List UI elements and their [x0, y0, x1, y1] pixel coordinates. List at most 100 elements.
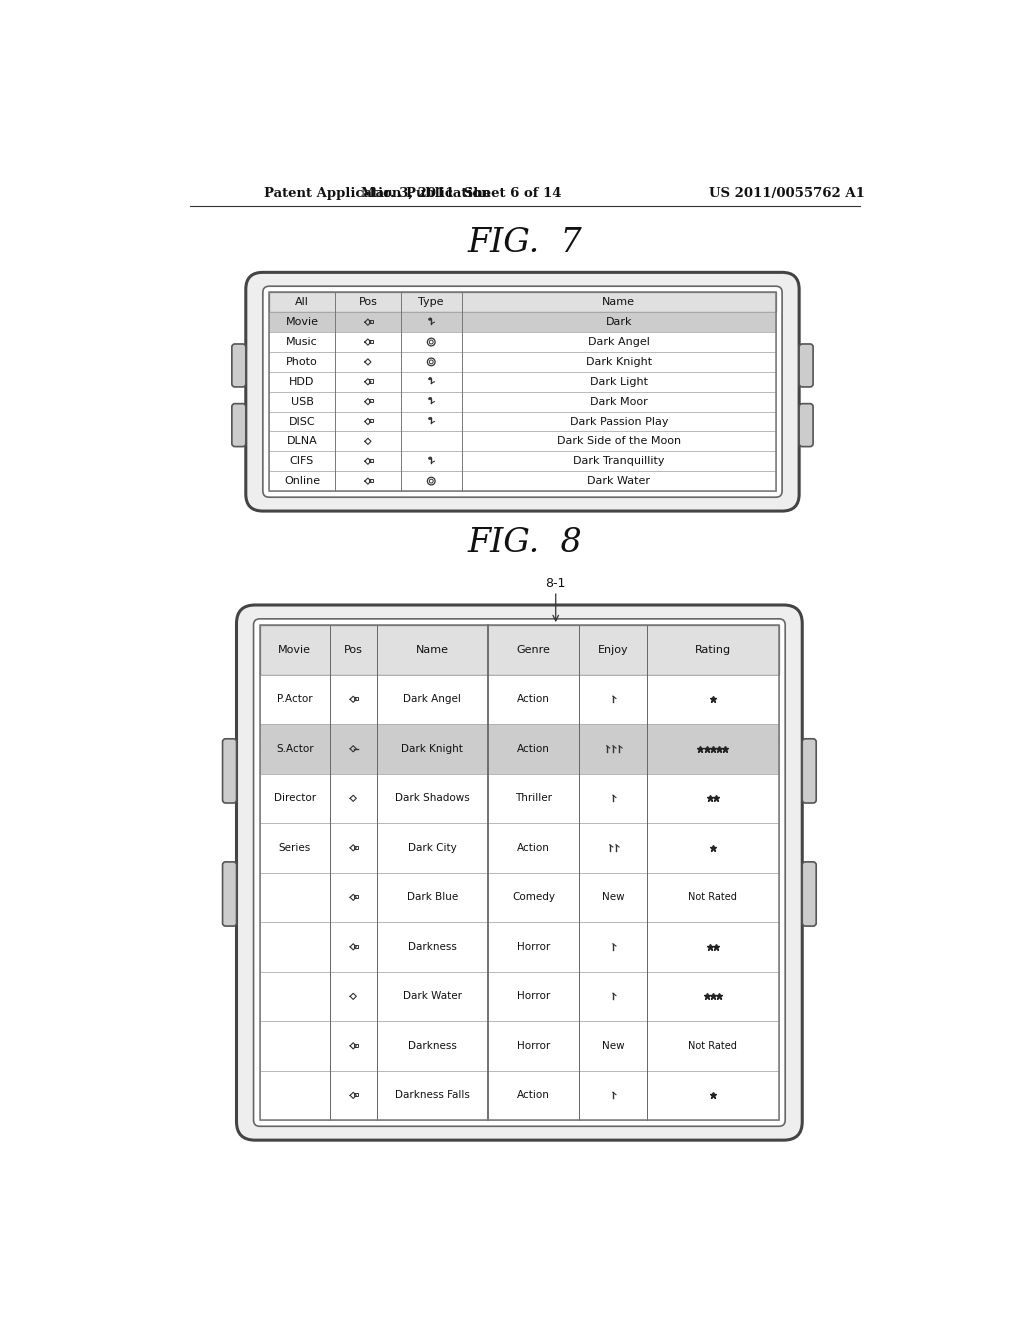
Text: Comedy: Comedy — [512, 892, 555, 903]
Text: S.Actor: S.Actor — [276, 743, 313, 754]
Bar — [369, 319, 373, 323]
FancyBboxPatch shape — [799, 345, 813, 387]
Ellipse shape — [429, 378, 431, 380]
Text: Action: Action — [517, 743, 550, 754]
Text: Action: Action — [517, 694, 550, 705]
Bar — [269, 293, 776, 491]
FancyBboxPatch shape — [222, 862, 237, 927]
Bar — [260, 923, 779, 972]
FancyBboxPatch shape — [222, 739, 237, 803]
Text: CIFS: CIFS — [290, 457, 314, 466]
Text: New: New — [601, 1041, 625, 1051]
Text: Dark Passion Play: Dark Passion Play — [569, 417, 668, 426]
Text: Dark Knight: Dark Knight — [401, 743, 463, 754]
Text: Action: Action — [517, 1090, 550, 1101]
FancyBboxPatch shape — [231, 345, 246, 387]
FancyBboxPatch shape — [799, 404, 813, 446]
Ellipse shape — [429, 397, 431, 400]
Text: Genre: Genre — [517, 644, 551, 655]
Bar — [369, 379, 373, 383]
Text: Patent Application Publication: Patent Application Publication — [263, 186, 490, 199]
Text: Enjoy: Enjoy — [598, 644, 628, 655]
Text: Dark Side of the Moon: Dark Side of the Moon — [557, 437, 681, 446]
Text: Movie: Movie — [286, 317, 318, 327]
Bar — [260, 1071, 779, 1121]
Text: USB: USB — [291, 396, 313, 407]
Text: P.Actor: P.Actor — [276, 694, 312, 705]
Bar — [269, 293, 776, 491]
Bar — [369, 339, 373, 343]
Bar — [269, 333, 776, 352]
Text: All: All — [295, 297, 309, 308]
Text: Horror: Horror — [517, 991, 550, 1002]
Text: 8-1: 8-1 — [546, 577, 566, 590]
Bar — [354, 846, 357, 849]
Bar — [354, 895, 357, 898]
Text: Action: Action — [517, 842, 550, 853]
Text: Dark Moor: Dark Moor — [590, 396, 647, 407]
Bar — [260, 824, 779, 873]
Text: Series: Series — [279, 842, 311, 853]
Text: Dark Shadows: Dark Shadows — [395, 793, 470, 804]
Text: FIG.  7: FIG. 7 — [467, 227, 583, 259]
Bar — [260, 626, 779, 1121]
Text: Dark: Dark — [605, 317, 632, 327]
Text: Mar. 3, 2011  Sheet 6 of 14: Mar. 3, 2011 Sheet 6 of 14 — [361, 186, 561, 199]
Text: Dark Angel: Dark Angel — [403, 694, 462, 705]
Text: Dark Angel: Dark Angel — [588, 337, 649, 347]
Text: Online: Online — [284, 477, 321, 486]
Text: Thriller: Thriller — [515, 793, 552, 804]
Bar — [269, 372, 776, 392]
Bar — [269, 412, 776, 432]
Text: Dark Light: Dark Light — [590, 376, 648, 387]
Text: Horror: Horror — [517, 942, 550, 952]
Bar — [269, 352, 776, 372]
Bar — [269, 471, 776, 491]
Bar — [269, 313, 776, 333]
FancyBboxPatch shape — [237, 605, 802, 1140]
Text: New: New — [601, 892, 625, 903]
Bar — [260, 675, 779, 725]
Bar — [260, 1022, 779, 1071]
FancyBboxPatch shape — [246, 272, 799, 511]
Text: Photo: Photo — [286, 356, 317, 367]
Bar — [354, 945, 357, 948]
Text: Dark Knight: Dark Knight — [586, 356, 652, 367]
Text: Type: Type — [419, 297, 444, 308]
Text: US 2011/0055762 A1: US 2011/0055762 A1 — [710, 186, 865, 199]
Text: Not Rated: Not Rated — [688, 892, 737, 903]
Text: Dark Water: Dark Water — [402, 991, 462, 1002]
Bar — [369, 459, 373, 462]
Text: Dark Water: Dark Water — [588, 477, 650, 486]
Bar — [260, 873, 779, 923]
Text: Darkness Falls: Darkness Falls — [395, 1090, 470, 1101]
Text: Not Rated: Not Rated — [688, 1041, 737, 1051]
Text: Pos: Pos — [358, 297, 377, 308]
Text: Horror: Horror — [517, 1041, 550, 1051]
Bar — [269, 432, 776, 451]
Ellipse shape — [429, 417, 431, 420]
Bar — [369, 479, 373, 482]
Text: Music: Music — [286, 337, 317, 347]
Text: Darkness: Darkness — [408, 942, 457, 952]
Text: Rating: Rating — [694, 644, 731, 655]
Bar — [369, 420, 373, 422]
FancyBboxPatch shape — [802, 862, 816, 927]
Bar — [354, 1044, 357, 1047]
FancyBboxPatch shape — [231, 404, 246, 446]
Bar — [260, 774, 779, 824]
Bar — [269, 451, 776, 471]
Text: Movie: Movie — [279, 644, 311, 655]
Bar — [354, 1093, 357, 1096]
Bar — [260, 626, 779, 1121]
Bar — [354, 697, 357, 700]
Text: Pos: Pos — [344, 644, 362, 655]
Text: FIG.  8: FIG. 8 — [467, 528, 583, 560]
Text: HDD: HDD — [290, 376, 314, 387]
Bar — [260, 626, 779, 675]
Text: DLNA: DLNA — [287, 437, 317, 446]
FancyBboxPatch shape — [263, 286, 782, 498]
Text: Darkness: Darkness — [408, 1041, 457, 1051]
Bar — [369, 400, 373, 403]
Text: Dark Blue: Dark Blue — [407, 892, 458, 903]
